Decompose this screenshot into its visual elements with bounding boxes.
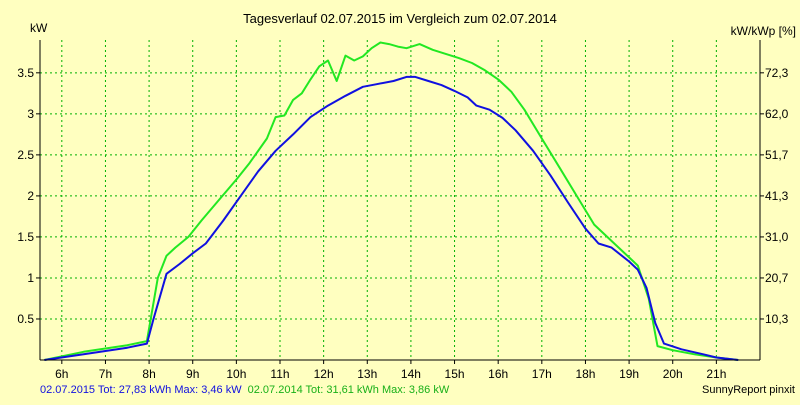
x-tick-label-3: 9h: [186, 367, 199, 381]
y-tick-label-right-4: 51,7: [765, 148, 789, 162]
y-tick-label-left-5: 3: [27, 107, 34, 121]
footer-credit: SunnyReport pinxit: [702, 384, 795, 396]
y-tick-label-left-2: 1.5: [17, 230, 34, 244]
footer-series-2014: 02.07.2014 Tot: 31,61 kWh Max: 3,86 kW: [248, 384, 450, 396]
y-tick-label-left-0: 0.5: [17, 312, 34, 326]
x-tick-label-14: 20h: [663, 367, 683, 381]
series-layer: [44, 41, 739, 361]
x-tick-label-13: 19h: [619, 367, 639, 381]
grid-layer: [40, 40, 760, 360]
x-tick-label-7: 13h: [357, 367, 377, 381]
footer-legend: 02.07.2015 Tot: 27,83 kWh Max: 3,46 kW 0…: [40, 384, 450, 396]
x-tick-label-1: 7h: [99, 367, 112, 381]
y-tick-label-left-1: 1: [27, 271, 34, 285]
x-tick-label-6: 12h: [314, 367, 334, 381]
y-tick-label-right-3: 41,3: [765, 189, 789, 203]
x-tick-label-2: 8h: [142, 367, 155, 381]
chart-title: Tagesverlauf 02.07.2015 im Vergleich zum…: [243, 11, 557, 26]
y-tick-label-left-6: 3.5: [17, 66, 34, 80]
y-tick-label-right-5: 62,0: [765, 107, 789, 121]
y-axis-left-label: kW: [30, 21, 48, 35]
x-tick-label-9: 15h: [445, 367, 465, 381]
y-tick-label-left-3: 2: [27, 189, 34, 203]
x-tick-label-4: 10h: [226, 367, 246, 381]
x-tick-label-5: 11h: [270, 367, 289, 381]
y-tick-label-right-6: 72,3: [765, 66, 789, 80]
footer-series-2015: 02.07.2015 Tot: 27,83 kWh Max: 3,46 kW: [40, 384, 242, 396]
y-tick-label-left-4: 2.5: [17, 148, 34, 162]
y-tick-label-right-2: 31,0: [765, 230, 789, 244]
x-tick-label-11: 17h: [532, 367, 552, 381]
x-tick-label-8: 14h: [401, 367, 421, 381]
x-tick-label-15: 21h: [706, 367, 726, 381]
x-tick-label-12: 18h: [575, 367, 595, 381]
x-tick-label-0: 6h: [55, 367, 68, 381]
series-line-02-07-2014: [44, 41, 739, 361]
y-tick-label-right-0: 10,3: [765, 312, 789, 326]
x-tick-label-10: 16h: [488, 367, 508, 381]
ticks-layer: 6h 7h 8h 9h 10h 11h 12h 13h 14h 15h 16h 17h 18h 19h 20…: [17, 66, 788, 381]
series-line-02-07-2015: [44, 75, 739, 361]
plot-area: [40, 40, 760, 360]
y-axis-right-label: kW/kWp [%]: [731, 24, 796, 38]
y-tick-label-right-1: 20,7: [765, 271, 789, 285]
